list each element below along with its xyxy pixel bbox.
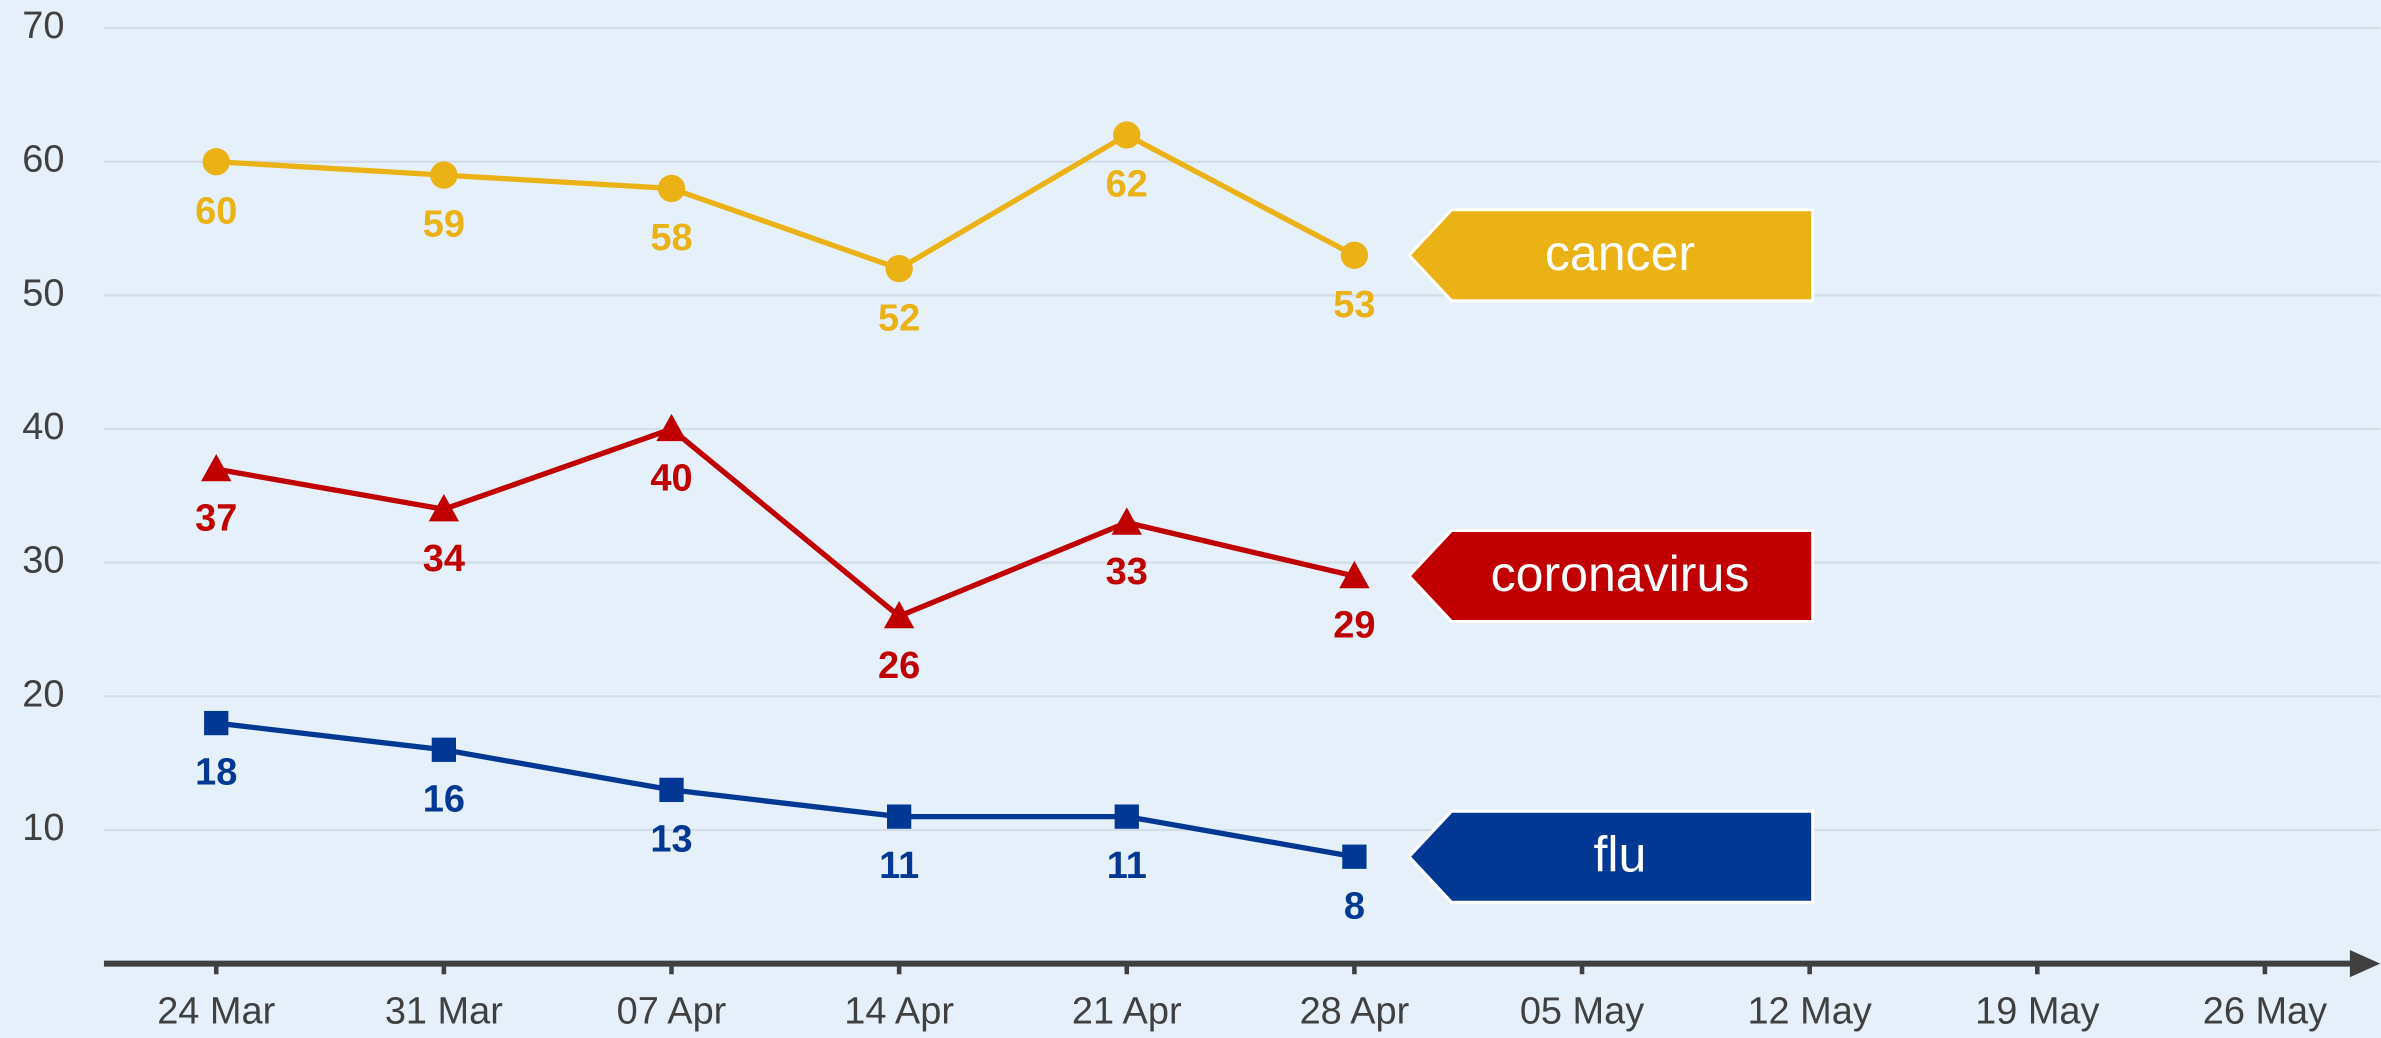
x-tick-label: 31 Mar [385, 991, 503, 1033]
x-axis-arrow [2349, 949, 2381, 978]
legend-label: cancer [1545, 225, 1695, 281]
data-label: 60 [195, 190, 237, 232]
x-tick-label: 28 Apr [1300, 991, 1410, 1033]
x-tick-label: 24 Mar [157, 991, 275, 1033]
point [1340, 241, 1369, 269]
series-tag [1406, 529, 1815, 624]
data-label: 18 [195, 752, 237, 794]
data-label: 13 [650, 819, 692, 861]
data-label: 40 [650, 458, 692, 500]
data-label: 33 [1106, 551, 1148, 593]
point [1342, 844, 1367, 869]
point [431, 737, 457, 762]
data-label: 26 [878, 645, 920, 687]
x-tick-label: 26 May [2203, 991, 2327, 1033]
x-tick-label: 05 May [1520, 991, 1644, 1033]
point [1114, 804, 1139, 829]
point [201, 453, 232, 482]
point [883, 600, 915, 629]
series-line [215, 720, 1355, 860]
series-line [215, 426, 1356, 620]
data-label: 29 [1333, 605, 1375, 647]
y-tick-label: 20 [22, 673, 64, 715]
data-label: 37 [195, 498, 237, 540]
point [885, 254, 913, 283]
point [428, 494, 460, 522]
legend-label: coronavirus [1491, 546, 1750, 602]
series-line [216, 131, 1356, 272]
point [430, 161, 458, 189]
data-label: 11 [1107, 845, 1147, 887]
series-tag [1406, 208, 1815, 303]
data-label: 11 [879, 845, 919, 887]
y-tick-label: 50 [22, 272, 64, 314]
data-label: 62 [1106, 164, 1148, 206]
point [659, 777, 684, 803]
x-tick-label: 14 Apr [844, 991, 954, 1033]
y-tick-label: 40 [22, 406, 64, 448]
data-label: 59 [423, 204, 465, 246]
y-tick-label: 10 [22, 807, 64, 849]
point [1113, 121, 1141, 149]
point [202, 148, 230, 176]
x-tick-label: 12 May [1747, 991, 1871, 1033]
data-label: 34 [423, 538, 465, 580]
point [204, 710, 229, 736]
y-tick-label: 60 [22, 139, 64, 181]
data-label: 8 [1344, 885, 1365, 927]
data-label: 52 [878, 297, 920, 339]
point [1111, 507, 1142, 535]
x-tick-label: 19 May [1975, 991, 2099, 1033]
data-label: 16 [423, 778, 465, 820]
point [886, 804, 912, 829]
point [657, 174, 686, 203]
y-tick-label: 70 [22, 5, 64, 47]
data-label: 58 [650, 217, 692, 259]
data-label: 53 [1333, 284, 1375, 326]
x-tick-label: 07 Apr [617, 991, 727, 1033]
legend-label: flu [1594, 826, 1647, 882]
series-tag [1406, 809, 1815, 904]
point [656, 413, 687, 442]
x-tick-label: 21 Apr [1072, 991, 1182, 1033]
point [1339, 560, 1370, 589]
y-tick-label: 30 [22, 540, 64, 582]
